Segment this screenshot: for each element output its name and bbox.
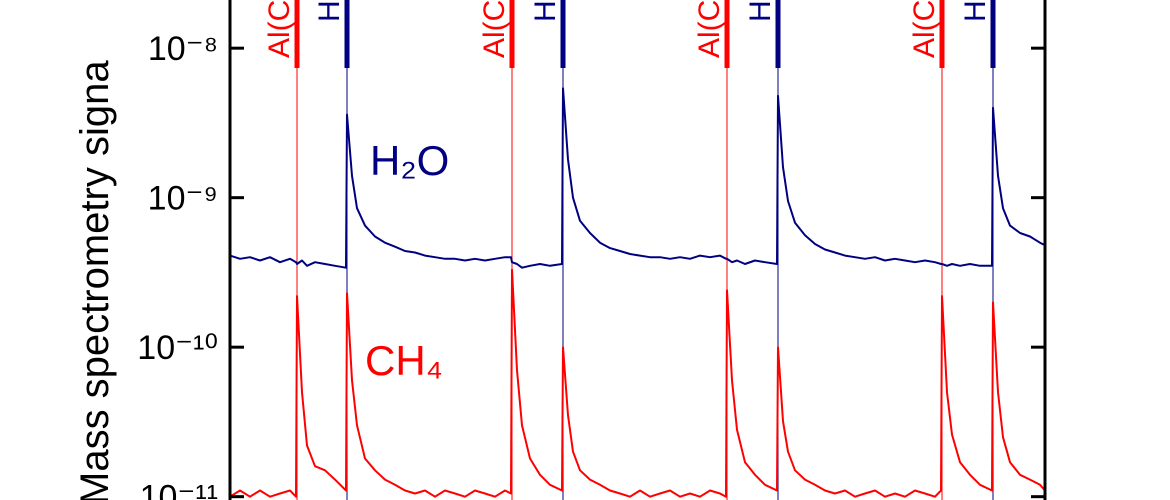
series-label: H₂O	[370, 137, 449, 184]
pulse-label: H	[744, 0, 777, 22]
data-line	[229, 87, 1046, 269]
data-line	[229, 268, 1046, 498]
y-tick-label: 10⁻¹⁰	[137, 329, 218, 367]
y-tick-label: 10⁻⁸	[148, 30, 218, 68]
pulse-label: Al(C	[478, 0, 511, 58]
pulse-label: H	[959, 0, 992, 22]
pulse-label: H	[529, 0, 562, 22]
pulse-label: Al(C	[908, 0, 941, 58]
y-tick-label: 10⁻¹¹	[140, 479, 218, 500]
y-axis-label: Mass spectrometry signa	[73, 60, 117, 500]
pulse-label: H	[313, 0, 346, 22]
series-label: CH₄	[365, 337, 443, 384]
y-tick-label: 10⁻⁹	[148, 180, 218, 218]
pulse-label: Al(C	[693, 0, 726, 58]
pulse-label: Al(C	[263, 0, 296, 58]
